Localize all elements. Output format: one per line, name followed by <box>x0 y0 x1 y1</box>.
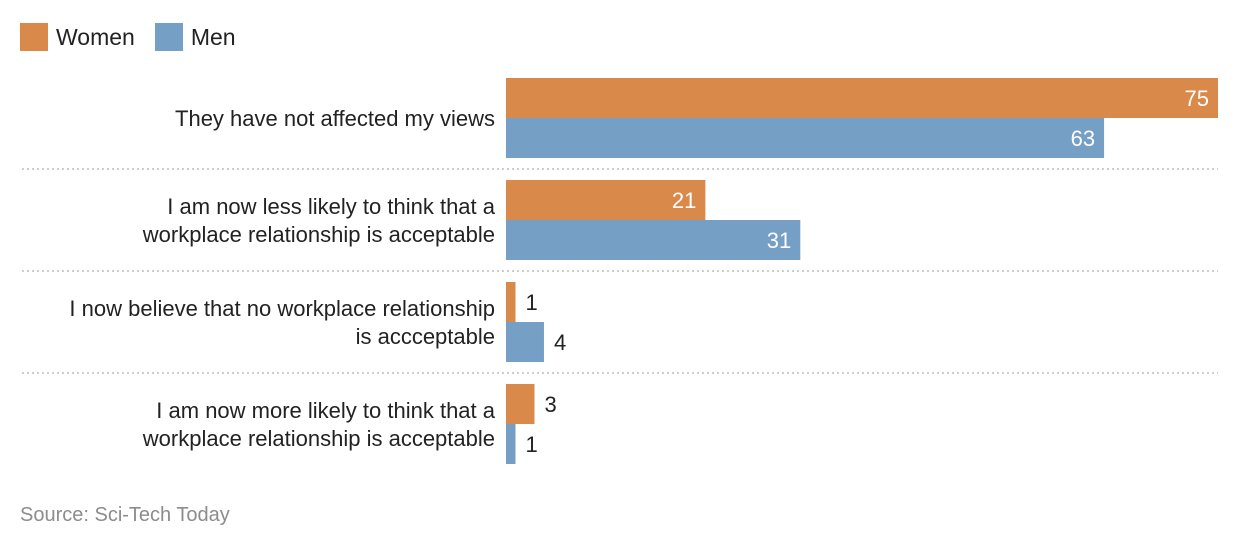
legend-swatch-men <box>154 23 183 51</box>
source-note: Source: Sci-Tech Today <box>20 504 230 526</box>
data-label: 31 <box>767 228 791 253</box>
category-label: They have not affected my views <box>175 106 495 131</box>
bar-women <box>506 180 706 220</box>
legend-label-women: Women <box>56 23 135 50</box>
bar-men <box>506 424 516 464</box>
bar-women <box>506 384 535 424</box>
bar-chart: They have not affected my views 75 63 I am … <box>22 78 1218 464</box>
data-label: 75 <box>1185 86 1209 111</box>
category-label: I now believe that no workplace relation… <box>69 296 495 321</box>
legend-item-men: Men <box>154 23 236 51</box>
category-label: is accceptable <box>356 324 495 349</box>
category-label: workplace relationship is acceptable <box>142 222 495 247</box>
data-label: 1 <box>525 290 537 315</box>
bar-men <box>506 118 1105 158</box>
legend-swatch-women <box>20 23 48 51</box>
bar-women <box>506 78 1218 118</box>
legend: Women Men <box>20 22 256 52</box>
data-label: 1 <box>525 432 537 457</box>
category-label: I am now more likely to think that a <box>156 398 495 423</box>
category-label: I am now less likely to think that a <box>167 194 495 219</box>
data-label: 21 <box>672 188 696 213</box>
bar-women <box>506 282 516 322</box>
data-label: 63 <box>1071 126 1095 151</box>
bar-men <box>506 322 544 362</box>
bar-men <box>506 220 801 260</box>
legend-label-men: Men <box>190 23 236 50</box>
category-label: workplace relationship is acceptable <box>142 426 495 451</box>
data-label: 4 <box>554 330 566 355</box>
legend-item-women: Women <box>20 23 135 51</box>
data-label: 3 <box>544 392 556 417</box>
